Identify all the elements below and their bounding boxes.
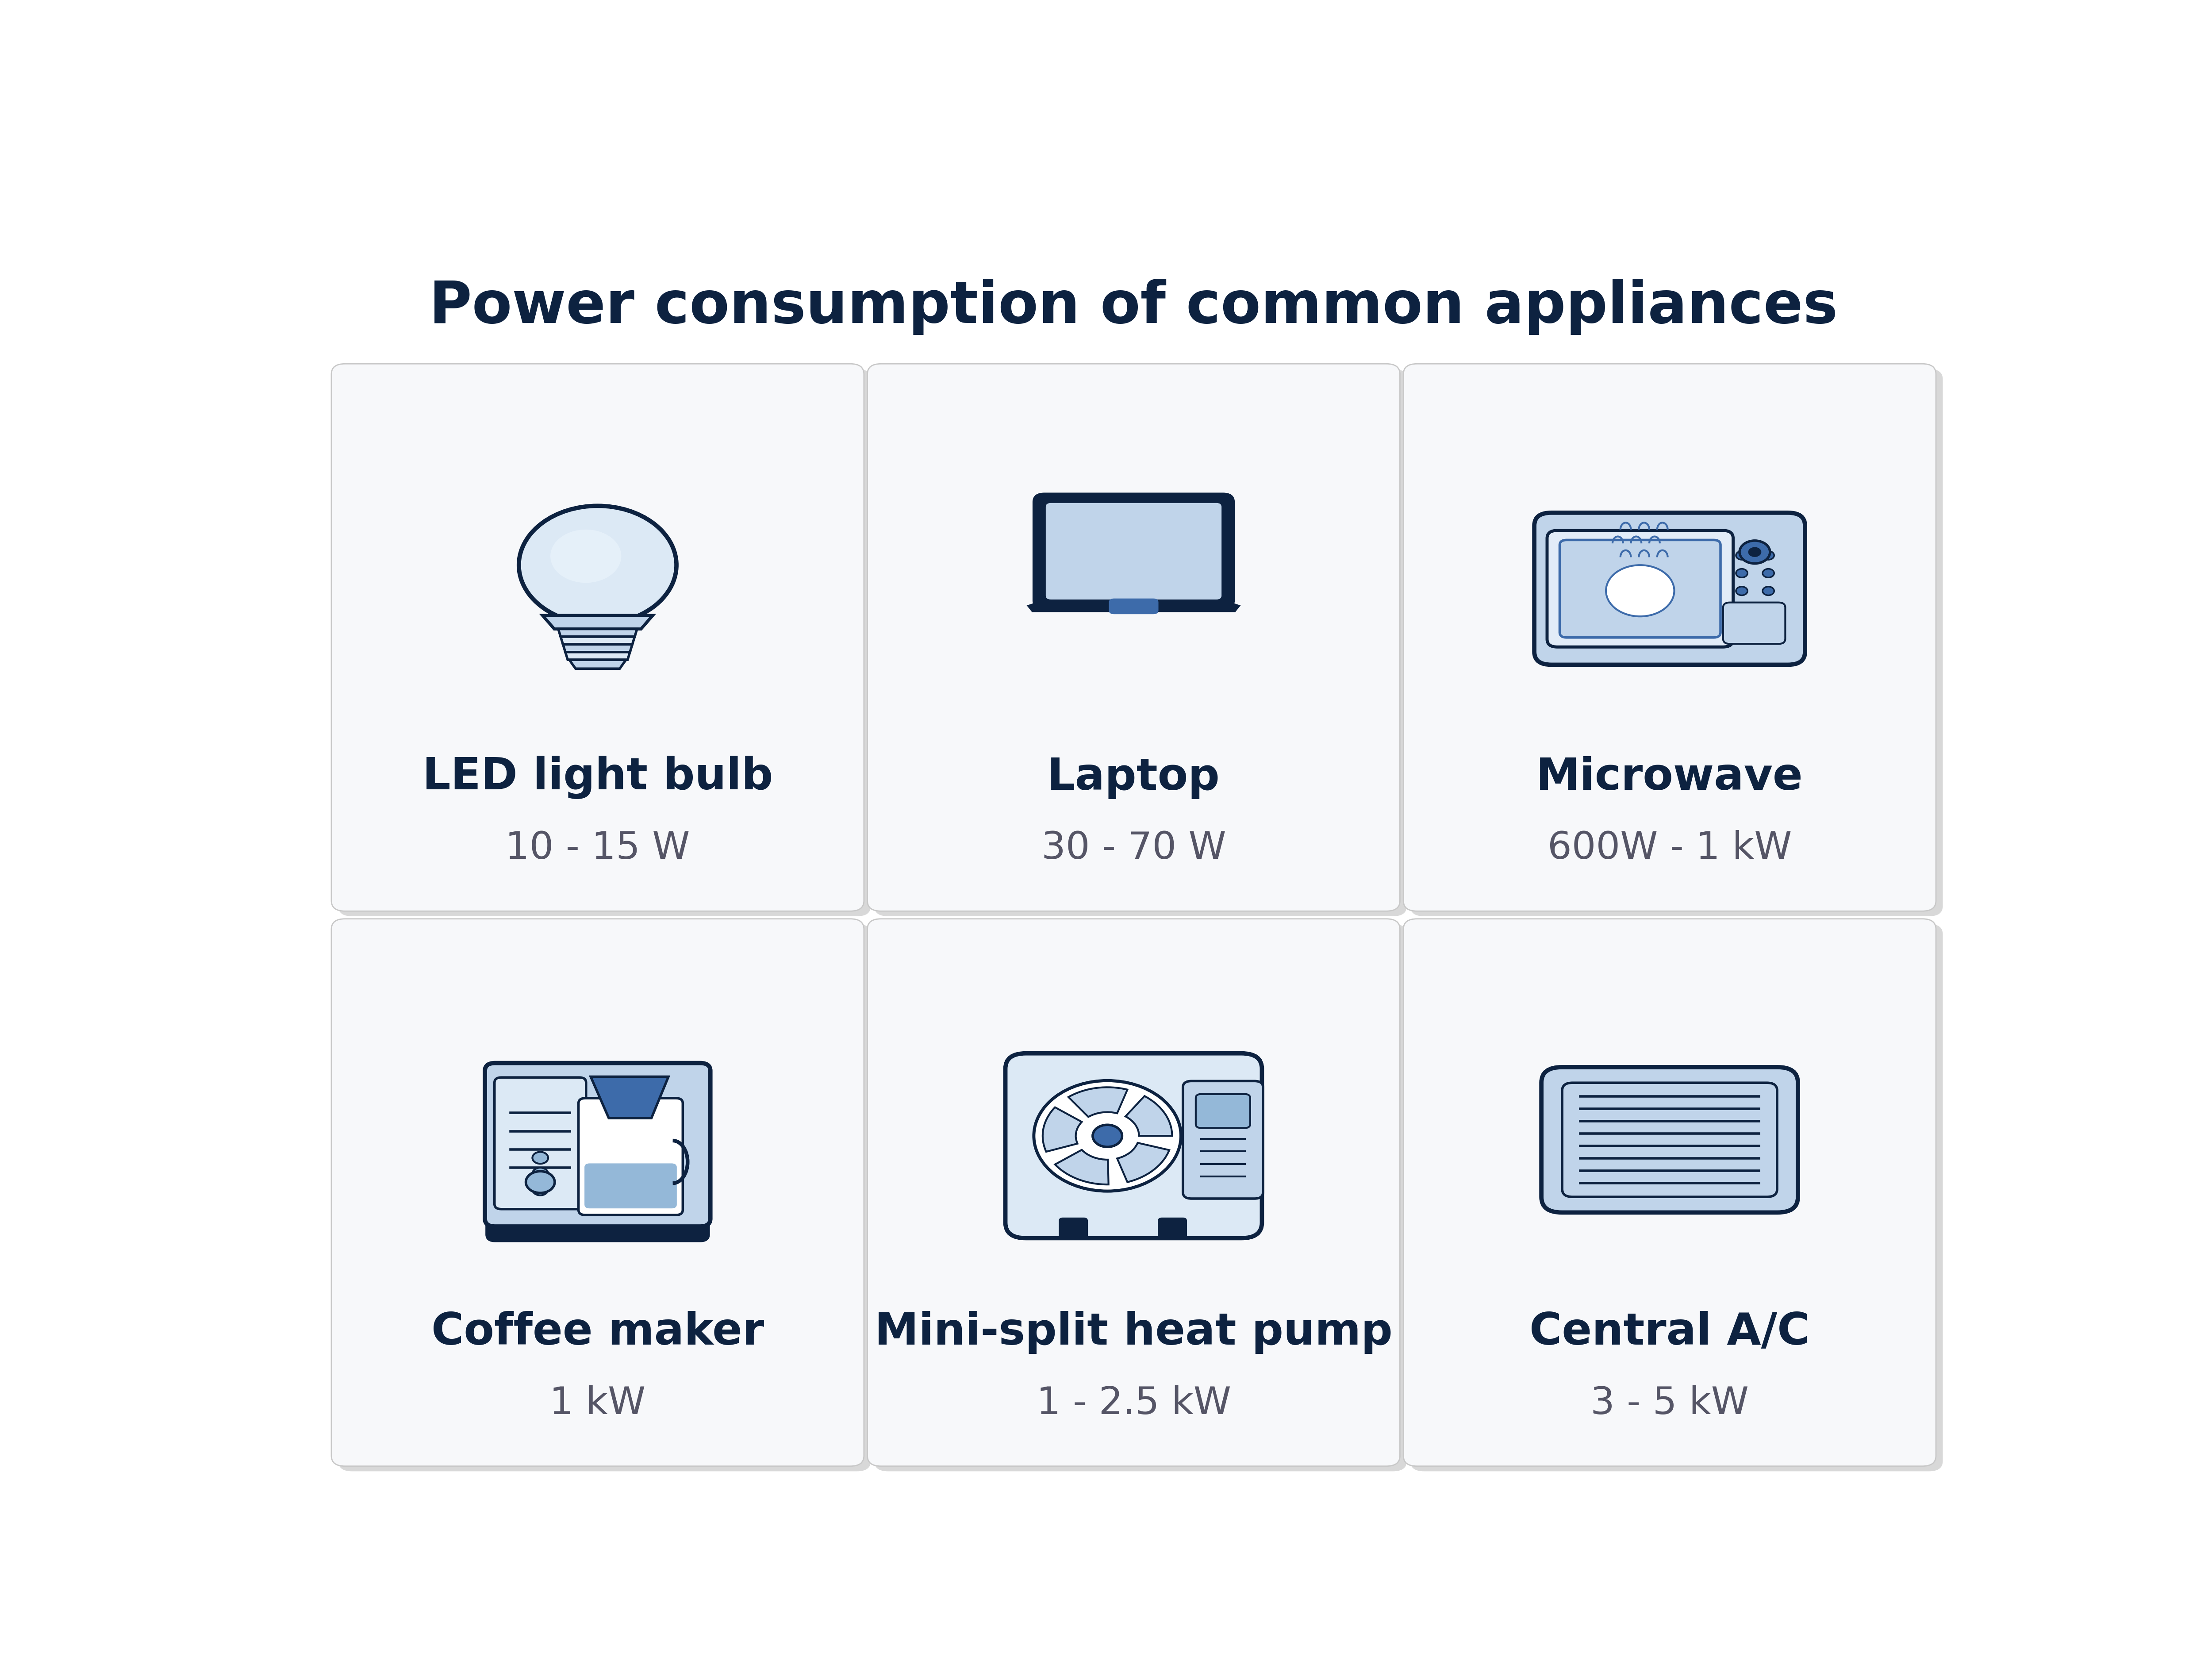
FancyBboxPatch shape [867, 364, 1400, 911]
Circle shape [1739, 542, 1770, 563]
FancyBboxPatch shape [332, 364, 865, 911]
FancyBboxPatch shape [1108, 599, 1159, 615]
Polygon shape [591, 1077, 668, 1119]
Text: Microwave: Microwave [1535, 756, 1803, 799]
Circle shape [520, 507, 677, 625]
Wedge shape [1055, 1150, 1108, 1185]
Circle shape [1736, 552, 1747, 560]
FancyBboxPatch shape [580, 1099, 684, 1216]
Text: 600W - 1 kW: 600W - 1 kW [1548, 829, 1792, 866]
FancyBboxPatch shape [484, 1063, 710, 1227]
Circle shape [533, 1177, 549, 1187]
Text: 30 - 70 W: 30 - 70 W [1042, 829, 1225, 866]
Circle shape [533, 1184, 549, 1195]
FancyBboxPatch shape [338, 370, 872, 916]
Polygon shape [568, 660, 626, 669]
Text: 3 - 5 kW: 3 - 5 kW [1590, 1384, 1750, 1421]
Text: Central A/C: Central A/C [1528, 1311, 1809, 1354]
FancyBboxPatch shape [1183, 1082, 1263, 1199]
Polygon shape [557, 629, 637, 637]
Circle shape [526, 1172, 555, 1194]
Circle shape [533, 1177, 549, 1187]
FancyBboxPatch shape [1411, 370, 1942, 916]
Polygon shape [560, 637, 635, 645]
FancyBboxPatch shape [584, 1164, 677, 1209]
FancyBboxPatch shape [1546, 530, 1734, 647]
Circle shape [1736, 587, 1747, 595]
FancyBboxPatch shape [1411, 925, 1942, 1471]
FancyBboxPatch shape [1159, 1219, 1186, 1239]
Wedge shape [1117, 1144, 1170, 1182]
Text: LED light bulb: LED light bulb [422, 756, 772, 799]
Circle shape [533, 1152, 549, 1164]
Text: 10 - 15 W: 10 - 15 W [504, 829, 690, 866]
FancyBboxPatch shape [1542, 1067, 1798, 1212]
FancyBboxPatch shape [1723, 602, 1785, 644]
Text: Power consumption of common appliances: Power consumption of common appliances [429, 279, 1838, 334]
FancyBboxPatch shape [874, 370, 1407, 916]
FancyBboxPatch shape [874, 925, 1407, 1471]
Circle shape [1747, 547, 1761, 557]
FancyBboxPatch shape [338, 925, 872, 1471]
Circle shape [1606, 565, 1674, 617]
Polygon shape [1029, 600, 1239, 607]
Circle shape [1763, 552, 1774, 560]
Wedge shape [1068, 1087, 1128, 1117]
Circle shape [1763, 587, 1774, 595]
FancyBboxPatch shape [495, 1077, 586, 1209]
Polygon shape [564, 645, 633, 652]
Polygon shape [542, 615, 653, 629]
FancyBboxPatch shape [1060, 1219, 1088, 1239]
FancyBboxPatch shape [1535, 513, 1805, 665]
Circle shape [1093, 1125, 1121, 1147]
FancyBboxPatch shape [1559, 540, 1721, 637]
Circle shape [1033, 1080, 1181, 1190]
FancyBboxPatch shape [487, 1212, 708, 1241]
Circle shape [1763, 568, 1774, 579]
FancyBboxPatch shape [1006, 1053, 1261, 1239]
FancyBboxPatch shape [1402, 920, 1936, 1466]
FancyBboxPatch shape [1033, 495, 1234, 609]
FancyBboxPatch shape [1046, 503, 1221, 600]
Text: Laptop: Laptop [1046, 756, 1221, 799]
Text: Coffee maker: Coffee maker [431, 1311, 763, 1354]
FancyBboxPatch shape [867, 920, 1400, 1466]
Polygon shape [566, 652, 630, 660]
Text: Mini-split heat pump: Mini-split heat pump [874, 1311, 1394, 1354]
Circle shape [1736, 568, 1747, 579]
Wedge shape [1042, 1107, 1082, 1152]
FancyBboxPatch shape [1197, 1093, 1250, 1129]
Text: 1 kW: 1 kW [549, 1384, 646, 1421]
Polygon shape [1029, 607, 1239, 612]
Circle shape [551, 530, 622, 584]
FancyBboxPatch shape [332, 920, 865, 1466]
Text: 1 - 2.5 kW: 1 - 2.5 kW [1037, 1384, 1230, 1421]
Circle shape [533, 1167, 549, 1180]
Circle shape [533, 1177, 549, 1187]
FancyBboxPatch shape [1402, 364, 1936, 911]
Wedge shape [1126, 1097, 1172, 1135]
